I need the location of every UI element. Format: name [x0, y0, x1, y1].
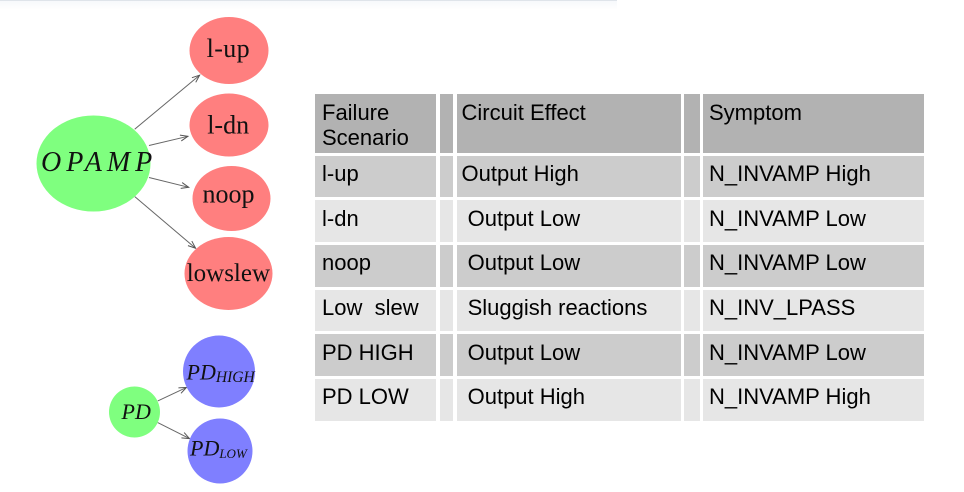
- svg-text:PD: PD: [121, 399, 151, 424]
- svg-text:l-dn: l-dn: [207, 110, 249, 139]
- svg-text:OPAMP: OPAMP: [41, 147, 157, 178]
- svg-text:noop: noop: [203, 180, 255, 209]
- svg-text:l-up: l-up: [207, 34, 250, 63]
- svg-text:lowslew: lowslew: [187, 260, 270, 287]
